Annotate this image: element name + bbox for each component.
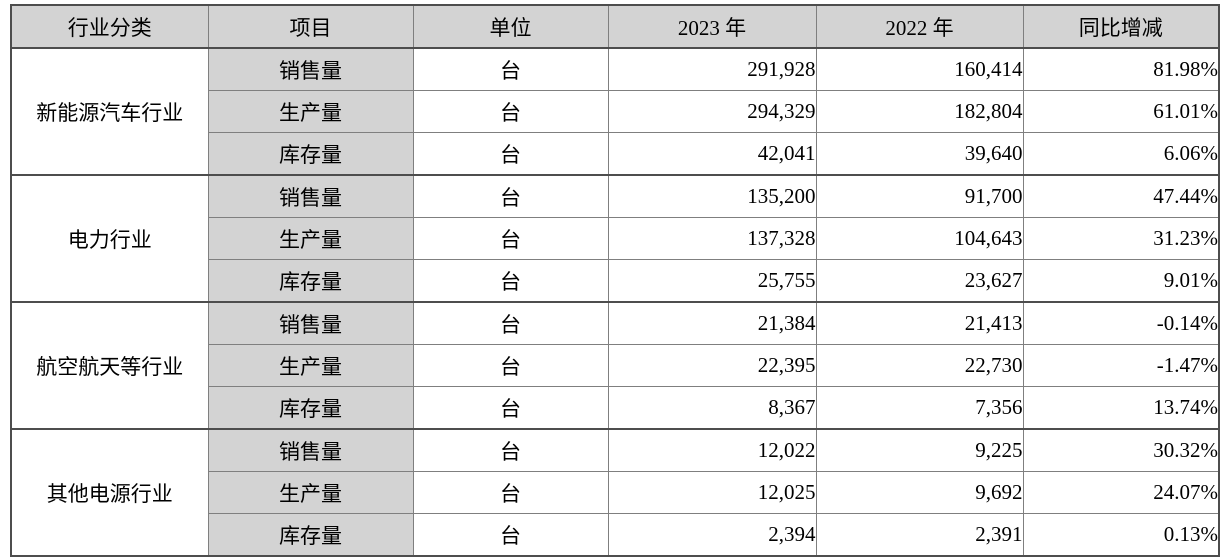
value-2022-cell: 23,627 xyxy=(815,259,1024,303)
value-2023-cell: 135,200 xyxy=(607,174,817,218)
value-2023-cell: 12,025 xyxy=(607,471,817,514)
industry-cell: 其他电源行业 xyxy=(10,428,209,557)
value-2023-cell: 291,928 xyxy=(607,47,817,91)
header-year-2022: 2022 年 xyxy=(815,4,1024,49)
value-2022-cell: 7,356 xyxy=(815,386,1024,430)
table-row: 生产量台 22,395 22,730 -1.47% xyxy=(11,344,1220,387)
value-2022-cell: 2,391 xyxy=(815,513,1024,557)
table-row: 电力行业 销售量台 135,200 91,700 47.44% xyxy=(10,174,1220,303)
unit-cell: 台 xyxy=(412,47,609,91)
item-cell: 生产量 xyxy=(207,344,414,387)
value-2023-cell: 2,394 xyxy=(607,513,817,557)
table-row: 生产量台 137,328 104,643 31.23% xyxy=(11,217,1220,260)
value-2023-cell: 22,395 xyxy=(607,344,817,387)
industry-production-sales-table-container: 行业分类 项目 单位 2023 年 2022 年 同比增减 新能源汽车行业 销售量… xyxy=(10,4,1220,557)
unit-cell: 台 xyxy=(412,344,609,387)
item-cell: 库存量 xyxy=(207,132,414,176)
value-2023-cell: 294,329 xyxy=(607,90,817,133)
table-row: 其他电源行业 销售量台 12,022 9,225 30.32% xyxy=(10,428,1220,557)
value-2022-cell: 39,640 xyxy=(815,132,1024,176)
unit-cell: 台 xyxy=(412,471,609,514)
table-row: 库存量台 25,755 23,627 9.01% xyxy=(11,259,1220,303)
value-2022-cell: 91,700 xyxy=(815,174,1024,218)
value-2023-cell: 42,041 xyxy=(607,132,817,176)
yoy-cell: 61.01% xyxy=(1022,90,1220,133)
header-unit: 单位 xyxy=(412,4,609,49)
yoy-cell: 9.01% xyxy=(1022,259,1220,303)
table-row: 生产量台 12,025 9,692 24.07% xyxy=(11,471,1220,514)
yoy-cell: 31.23% xyxy=(1022,217,1220,260)
table-row: 库存量台 8,367 7,356 13.74% xyxy=(11,386,1220,430)
header-row: 行业分类 项目 单位 2023 年 2022 年 同比增减 xyxy=(10,4,1220,49)
header-item: 项目 xyxy=(207,4,414,49)
value-2022-cell: 9,692 xyxy=(815,471,1024,514)
industry-production-sales-table: 行业分类 项目 单位 2023 年 2022 年 同比增减 新能源汽车行业 销售量… xyxy=(10,4,1220,557)
item-cell: 销售量 xyxy=(207,47,414,91)
table-row: 库存量台 42,041 39,640 6.06% xyxy=(11,132,1220,176)
yoy-cell: 30.32% xyxy=(1022,428,1220,472)
item-cell: 生产量 xyxy=(207,471,414,514)
item-cell: 库存量 xyxy=(207,386,414,430)
industry-cell: 航空航天等行业 xyxy=(10,301,209,430)
table-row: 生产量台 294,329 182,804 61.01% xyxy=(11,90,1220,133)
item-cell: 销售量 xyxy=(207,428,414,472)
value-2023-cell: 8,367 xyxy=(607,386,817,430)
unit-cell: 台 xyxy=(412,259,609,303)
yoy-cell: 13.74% xyxy=(1022,386,1220,430)
table-row: 航空航天等行业 销售量台 21,384 21,413 -0.14% xyxy=(10,301,1220,430)
item-cell: 库存量 xyxy=(207,513,414,557)
item-cell: 销售量 xyxy=(207,174,414,218)
yoy-cell: -0.14% xyxy=(1022,301,1220,345)
value-2022-cell: 9,225 xyxy=(815,428,1024,472)
unit-cell: 台 xyxy=(412,174,609,218)
item-cell: 库存量 xyxy=(207,259,414,303)
unit-cell: 台 xyxy=(412,386,609,430)
yoy-cell: 24.07% xyxy=(1022,471,1220,514)
header-year-2023: 2023 年 xyxy=(607,4,817,49)
unit-cell: 台 xyxy=(412,513,609,557)
item-cell: 生产量 xyxy=(207,90,414,133)
yoy-cell: -1.47% xyxy=(1022,344,1220,387)
header-industry-classification: 行业分类 xyxy=(10,4,209,49)
unit-cell: 台 xyxy=(412,217,609,260)
yoy-cell: 6.06% xyxy=(1022,132,1220,176)
value-2022-cell: 22,730 xyxy=(815,344,1024,387)
unit-cell: 台 xyxy=(412,428,609,472)
yoy-cell: 47.44% xyxy=(1022,174,1220,218)
unit-cell: 台 xyxy=(412,301,609,345)
value-2023-cell: 12,022 xyxy=(607,428,817,472)
unit-cell: 台 xyxy=(412,132,609,176)
value-2022-cell: 104,643 xyxy=(815,217,1024,260)
table-body: 新能源汽车行业 销售量台 291,928 160,414 81.98% 生产量台 294,3… xyxy=(10,47,1220,557)
value-2023-cell: 25,755 xyxy=(607,259,817,303)
item-cell: 销售量 xyxy=(207,301,414,345)
value-2023-cell: 137,328 xyxy=(607,217,817,260)
header-yoy-change: 同比增减 xyxy=(1022,4,1220,49)
value-2022-cell: 160,414 xyxy=(815,47,1024,91)
industry-cell: 新能源汽车行业 xyxy=(10,47,209,176)
industry-cell: 电力行业 xyxy=(10,174,209,303)
table-row: 新能源汽车行业 销售量台 291,928 160,414 81.98% xyxy=(10,47,1220,176)
item-cell: 生产量 xyxy=(207,217,414,260)
value-2022-cell: 182,804 xyxy=(815,90,1024,133)
yoy-cell: 0.13% xyxy=(1022,513,1220,557)
value-2022-cell: 21,413 xyxy=(815,301,1024,345)
unit-cell: 台 xyxy=(412,90,609,133)
table-header: 行业分类 项目 单位 2023 年 2022 年 同比增减 xyxy=(10,4,1220,49)
value-2023-cell: 21,384 xyxy=(607,301,817,345)
yoy-cell: 81.98% xyxy=(1022,47,1220,91)
